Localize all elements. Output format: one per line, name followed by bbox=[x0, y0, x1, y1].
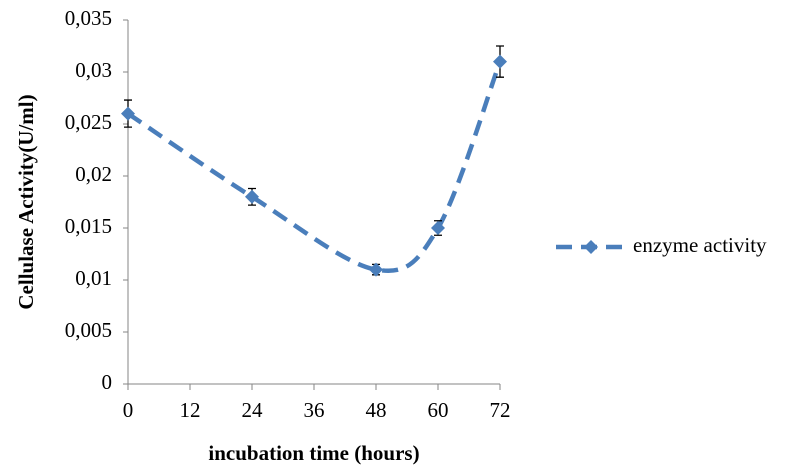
y-tick-label: 0 bbox=[102, 370, 113, 394]
y-axis-title: Cellulase Activity(U/ml) bbox=[14, 94, 38, 309]
y-tick-label: 0,03 bbox=[75, 58, 112, 82]
x-tick-label: 60 bbox=[428, 398, 449, 422]
series-line bbox=[126, 60, 503, 273]
y-tick-label: 0,01 bbox=[75, 266, 112, 290]
x-tick-label: 24 bbox=[242, 398, 264, 422]
y-tick-label: 0,015 bbox=[65, 214, 112, 238]
x-axis-title: incubation time (hours) bbox=[208, 441, 419, 465]
data-point bbox=[493, 54, 507, 69]
legend-label: enzyme activity bbox=[633, 233, 767, 257]
y-tick-label: 0,005 bbox=[65, 318, 112, 342]
y-tick-label: 0,02 bbox=[75, 162, 112, 186]
x-tick-label: 12 bbox=[180, 398, 201, 422]
x-tick-label: 0 bbox=[123, 398, 134, 422]
data-point bbox=[431, 221, 445, 235]
legend-marker bbox=[584, 240, 598, 254]
data-point bbox=[121, 106, 135, 121]
x-tick-label: 36 bbox=[304, 398, 325, 422]
data-point bbox=[245, 189, 259, 204]
y-tick-label: 0,025 bbox=[65, 110, 112, 134]
y-tick-label: 0,035 bbox=[65, 6, 112, 30]
data-point bbox=[369, 262, 383, 277]
x-tick-label: 48 bbox=[366, 398, 387, 422]
x-tick-label: 72 bbox=[490, 398, 511, 422]
